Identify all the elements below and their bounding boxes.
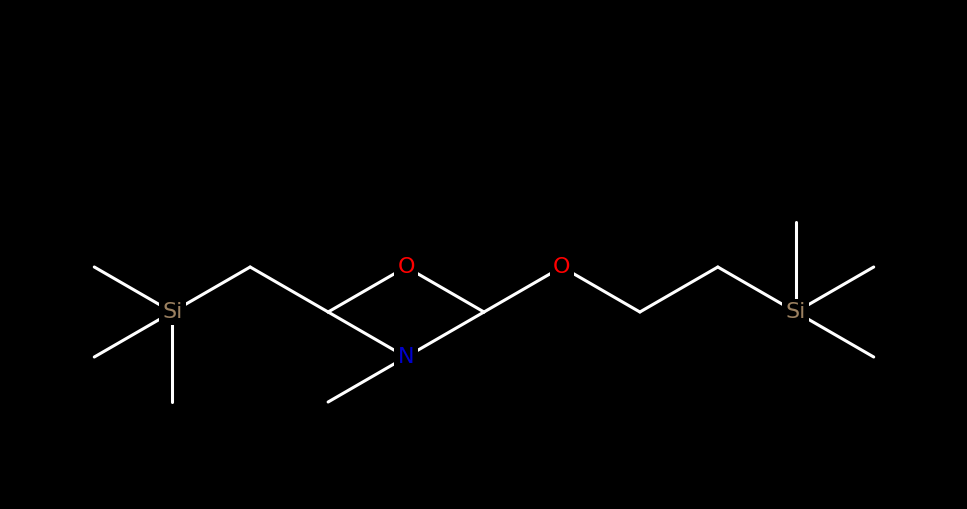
Text: O: O [397, 257, 415, 277]
Text: Si: Si [785, 302, 806, 322]
Text: N: N [397, 347, 414, 367]
Text: O: O [553, 257, 571, 277]
Text: Si: Si [162, 302, 183, 322]
